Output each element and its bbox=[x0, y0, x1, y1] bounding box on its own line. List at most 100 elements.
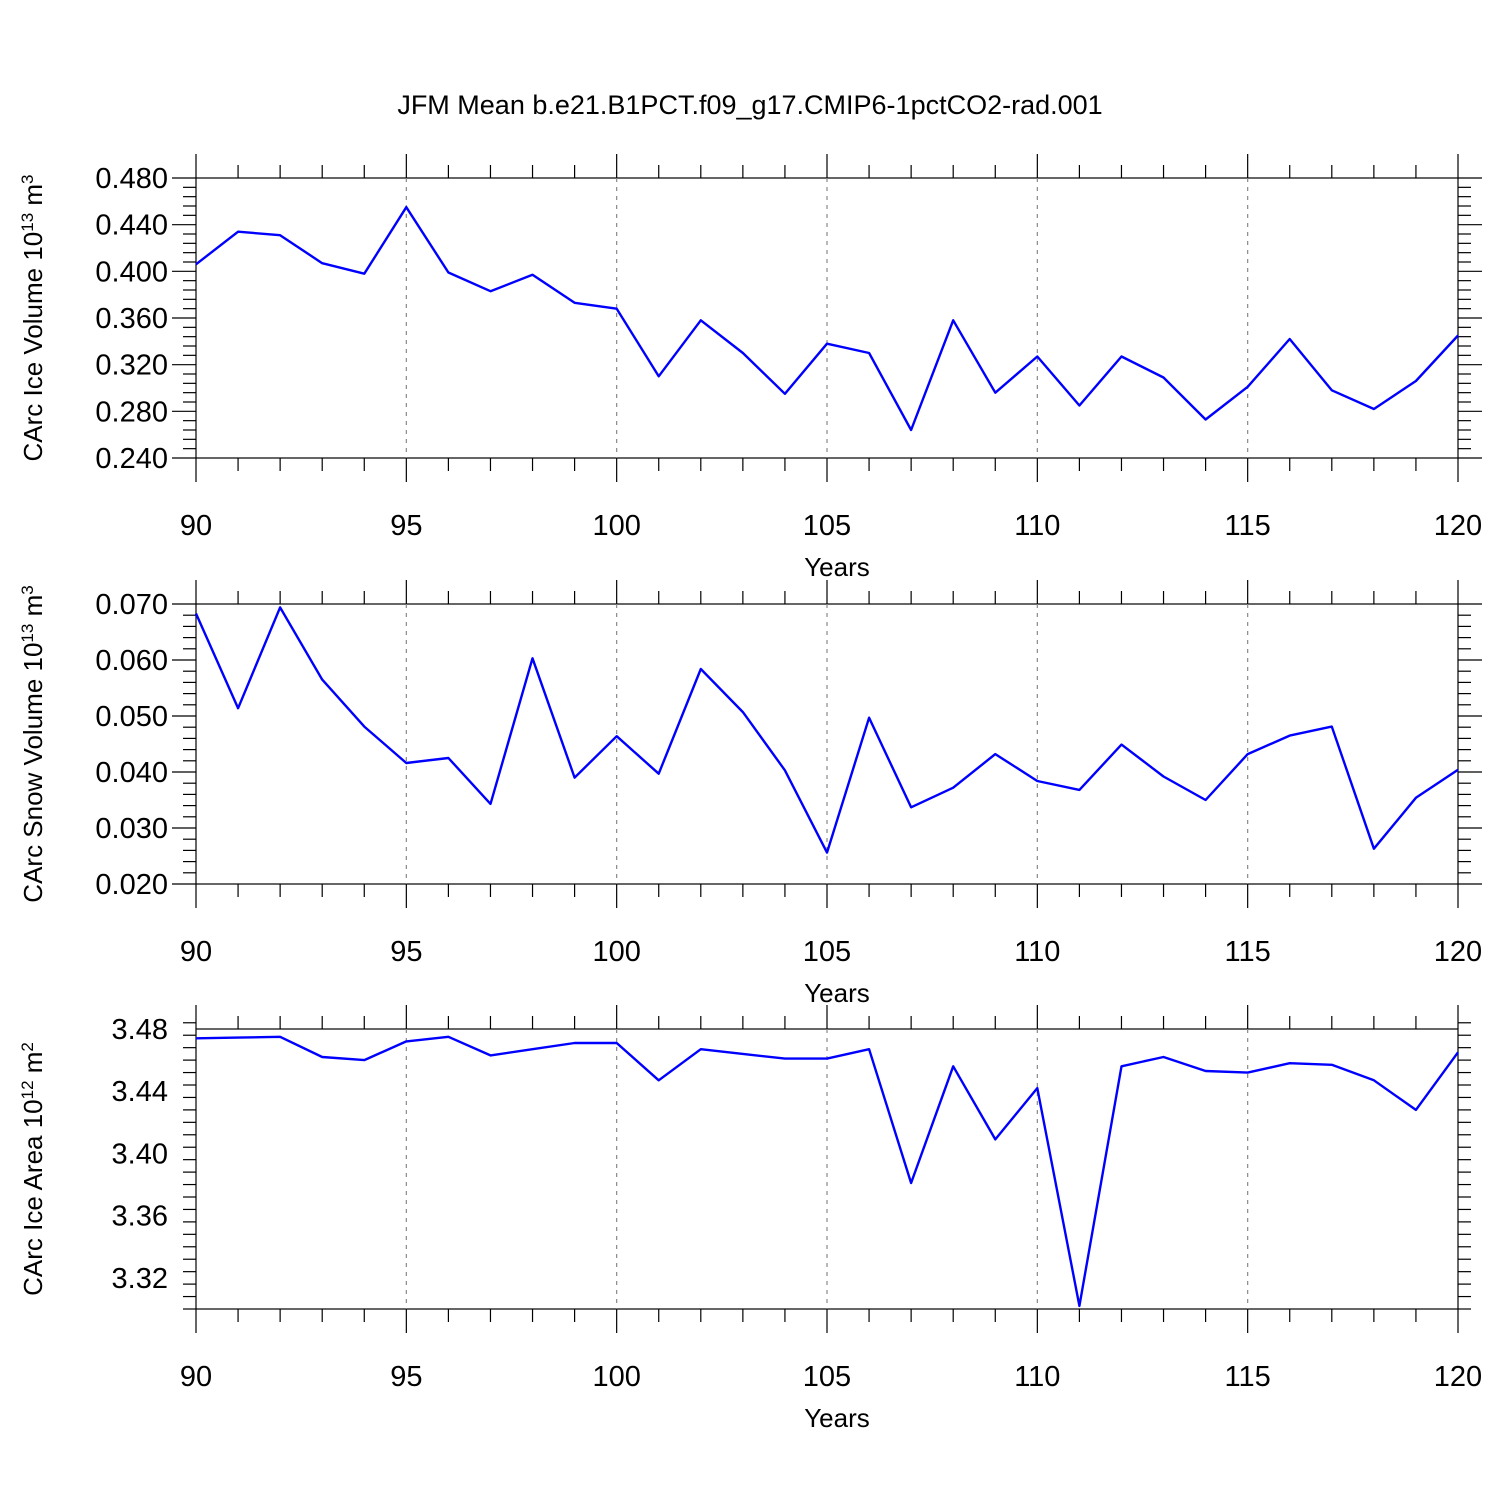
y-tick-label: 0.040 bbox=[95, 757, 168, 789]
data-point bbox=[741, 351, 745, 355]
y-tick-label: 3.40 bbox=[112, 1138, 168, 1170]
data-point bbox=[362, 1058, 366, 1062]
y-axis-label-part: CArc Snow Volume 10 bbox=[18, 643, 48, 903]
data-point bbox=[236, 230, 240, 234]
data-point bbox=[404, 205, 408, 209]
data-point bbox=[488, 1053, 492, 1057]
y-tick-label: 0.400 bbox=[95, 256, 168, 288]
data-point bbox=[278, 1035, 282, 1039]
series-line-snow-volume bbox=[194, 606, 1459, 854]
series-line-ice-area bbox=[195, 1035, 1459, 1308]
data-point bbox=[1456, 334, 1460, 338]
data-point bbox=[446, 756, 450, 760]
data-point bbox=[488, 289, 492, 293]
data-point bbox=[194, 1036, 198, 1040]
data-point bbox=[236, 1036, 240, 1040]
data-point bbox=[1246, 1071, 1250, 1075]
data-point bbox=[951, 318, 955, 322]
data-point bbox=[699, 1047, 703, 1051]
data-point bbox=[278, 605, 282, 609]
data-point bbox=[909, 1181, 913, 1185]
data-point bbox=[615, 734, 619, 738]
x-tick-label: 100 bbox=[592, 510, 640, 542]
data-point bbox=[1077, 788, 1081, 792]
data-point bbox=[236, 706, 240, 710]
data-point bbox=[1204, 418, 1208, 422]
data-point bbox=[783, 392, 787, 396]
data-point bbox=[446, 1035, 450, 1039]
data-point bbox=[825, 1057, 829, 1061]
x-tick-label: 90 bbox=[180, 510, 212, 542]
x-tick-label: 95 bbox=[390, 510, 422, 542]
y-axis-label-part: m bbox=[18, 595, 48, 624]
data-point bbox=[573, 1041, 577, 1045]
data-point bbox=[699, 318, 703, 322]
data-point bbox=[320, 678, 324, 682]
data-point bbox=[1119, 1064, 1123, 1068]
panel-ice-area: 90 95 100 105 110 115 120 Years 3.32 3.36 3.40 3.44… bbox=[18, 1005, 1482, 1433]
x-tick-label: 95 bbox=[390, 1361, 422, 1393]
data-point bbox=[194, 612, 198, 616]
y-tick-label: 0.240 bbox=[95, 443, 168, 475]
data-point bbox=[1204, 798, 1208, 802]
panels: 90 95 100 105 110 115 120 Years 0.240 0.280 0.320 0… bbox=[18, 154, 1482, 1433]
data-point bbox=[993, 391, 997, 395]
x-tick-label: 90 bbox=[180, 1361, 212, 1393]
x-tick-label: 110 bbox=[1014, 1361, 1060, 1393]
data-point bbox=[867, 351, 871, 355]
y-tick-label: 3.36 bbox=[112, 1201, 168, 1233]
y-tick-label: 0.030 bbox=[95, 813, 168, 845]
figure-title: JFM Mean b.e21.B1PCT.f09_g17.CMIP6-1pctC… bbox=[397, 90, 1102, 120]
data-point bbox=[1456, 768, 1460, 772]
data-point bbox=[1035, 1086, 1039, 1090]
x-tick-label: 120 bbox=[1434, 936, 1482, 968]
y-axis-label-superscript: 12 bbox=[18, 1080, 37, 1099]
data-point bbox=[1372, 1078, 1376, 1082]
y-tick-label: 3.44 bbox=[112, 1076, 168, 1108]
y-axis-label-superscript: 13 bbox=[18, 624, 37, 643]
data-point bbox=[657, 1078, 661, 1082]
data-point bbox=[1035, 355, 1039, 359]
data-point bbox=[825, 342, 829, 346]
y-tick-label: 0.440 bbox=[95, 210, 168, 242]
data-point bbox=[320, 261, 324, 265]
data-point bbox=[1288, 337, 1292, 341]
y-axis-label: CArc Ice Area 1012 m2 bbox=[18, 1042, 49, 1296]
y-axis-label-superscript: 3 bbox=[18, 174, 37, 183]
data-point bbox=[993, 1137, 997, 1141]
x-tick-label: 100 bbox=[592, 936, 640, 968]
data-point bbox=[615, 307, 619, 311]
x-tick-label: 115 bbox=[1225, 510, 1271, 542]
data-point bbox=[1162, 774, 1166, 778]
y-tick-label: 3.32 bbox=[112, 1263, 168, 1295]
data-point bbox=[1414, 796, 1418, 800]
y-tick-label: 0.060 bbox=[95, 645, 168, 677]
y-axis-label-superscript: 13 bbox=[18, 213, 37, 232]
data-point bbox=[699, 667, 703, 671]
x-axis-label: Years bbox=[804, 1403, 870, 1433]
x-tick-label: 105 bbox=[803, 510, 851, 542]
data-point bbox=[320, 1055, 324, 1059]
data-point bbox=[909, 428, 913, 432]
y-axis-label: CArc Snow Volume 1013 m3 bbox=[18, 585, 49, 902]
y-tick-label: 3.48 bbox=[112, 1014, 168, 1046]
data-point bbox=[993, 752, 997, 756]
data-point bbox=[951, 786, 955, 790]
panel-ice-volume: 90 95 100 105 110 115 120 Years 0.240 0.280 0.320 0… bbox=[18, 154, 1482, 582]
data-point bbox=[1246, 385, 1250, 389]
data-point bbox=[1119, 355, 1123, 359]
data-point bbox=[531, 1047, 535, 1051]
y-axis-label-superscript: 3 bbox=[18, 585, 37, 594]
x-tick-label: 100 bbox=[592, 1361, 640, 1393]
data-point bbox=[362, 725, 366, 729]
y-tick-label: 0.480 bbox=[95, 163, 168, 195]
x-tick-label: 105 bbox=[803, 936, 851, 968]
data-point bbox=[657, 772, 661, 776]
y-axis-label-part: m bbox=[18, 1052, 48, 1081]
y-tick-label: 0.070 bbox=[95, 589, 168, 621]
data-point bbox=[1162, 1055, 1166, 1059]
data-point bbox=[1119, 743, 1123, 747]
y-tick-label: 0.280 bbox=[95, 396, 168, 428]
x-tick-label: 110 bbox=[1014, 510, 1060, 542]
